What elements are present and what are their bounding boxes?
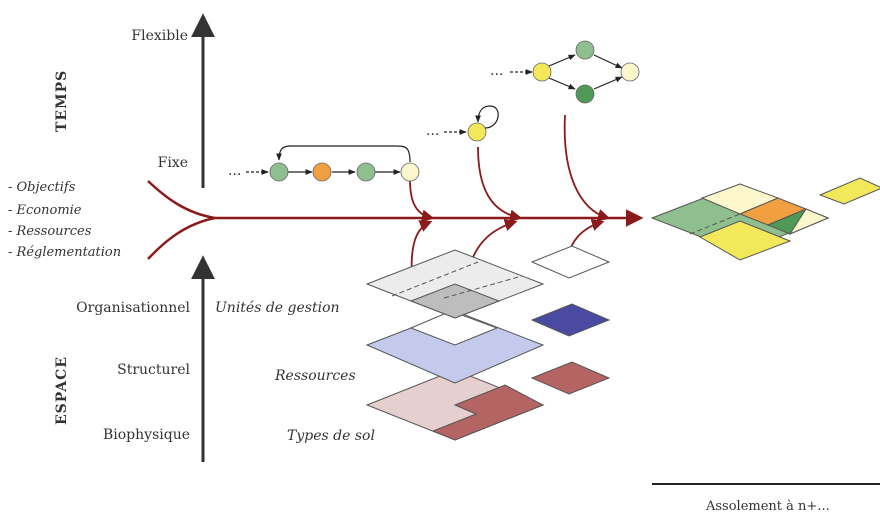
space-level-biophysique: Biophysique — [103, 427, 190, 443]
driver-economie: - Economie — [8, 203, 82, 218]
fixed-sequence: ... — [228, 145, 420, 182]
crop-node-orange — [312, 162, 332, 182]
crop-node-green — [269, 162, 289, 182]
crop-node-dark-green — [575, 84, 595, 104]
time-level-fixe: Fixe — [158, 155, 188, 171]
crop-node-yellow — [467, 122, 487, 142]
layer-label-ressources: Ressources — [274, 368, 356, 384]
driver-reglementation: - Réglementation — [8, 245, 121, 260]
time-level-flexible: Flexible — [131, 28, 188, 44]
crop-node-green — [356, 162, 376, 182]
sequence-dots-1: ... — [228, 163, 241, 179]
resources-layer — [365, 303, 611, 384]
monoculture-sequence: ... — [426, 105, 499, 142]
crop-node-green — [575, 40, 595, 60]
time-axis-title: TEMPS — [54, 70, 70, 132]
sequence-dots-2: ... — [426, 123, 439, 139]
management-units-layer — [365, 245, 611, 319]
layer-label-types-de-sol: Types de sol — [287, 428, 375, 444]
sequence-dots-3: ... — [490, 63, 503, 79]
time-to-flow-connectors — [409, 114, 611, 223]
crop-node-yellow — [532, 62, 552, 82]
space-level-organisationnel: Organisationnel — [76, 300, 190, 316]
crop-node-cream — [400, 162, 420, 182]
soil-types-layer — [365, 361, 611, 441]
layer-label-unites-de-gestion: Unités de gestion — [215, 300, 340, 316]
driver-ressources: - Ressources — [8, 224, 92, 239]
space-axis-title: ESPACE — [54, 356, 70, 425]
crop-allocation-map — [650, 177, 880, 261]
space-level-structurel: Structurel — [117, 362, 190, 378]
flexible-sequence: ... — [490, 40, 640, 104]
footer-label: Assolement à n+... — [705, 499, 830, 514]
driver-objectifs: - Objectifs — [8, 180, 76, 195]
crop-node-cream — [620, 62, 640, 82]
main-flow-arrow — [147, 180, 644, 260]
